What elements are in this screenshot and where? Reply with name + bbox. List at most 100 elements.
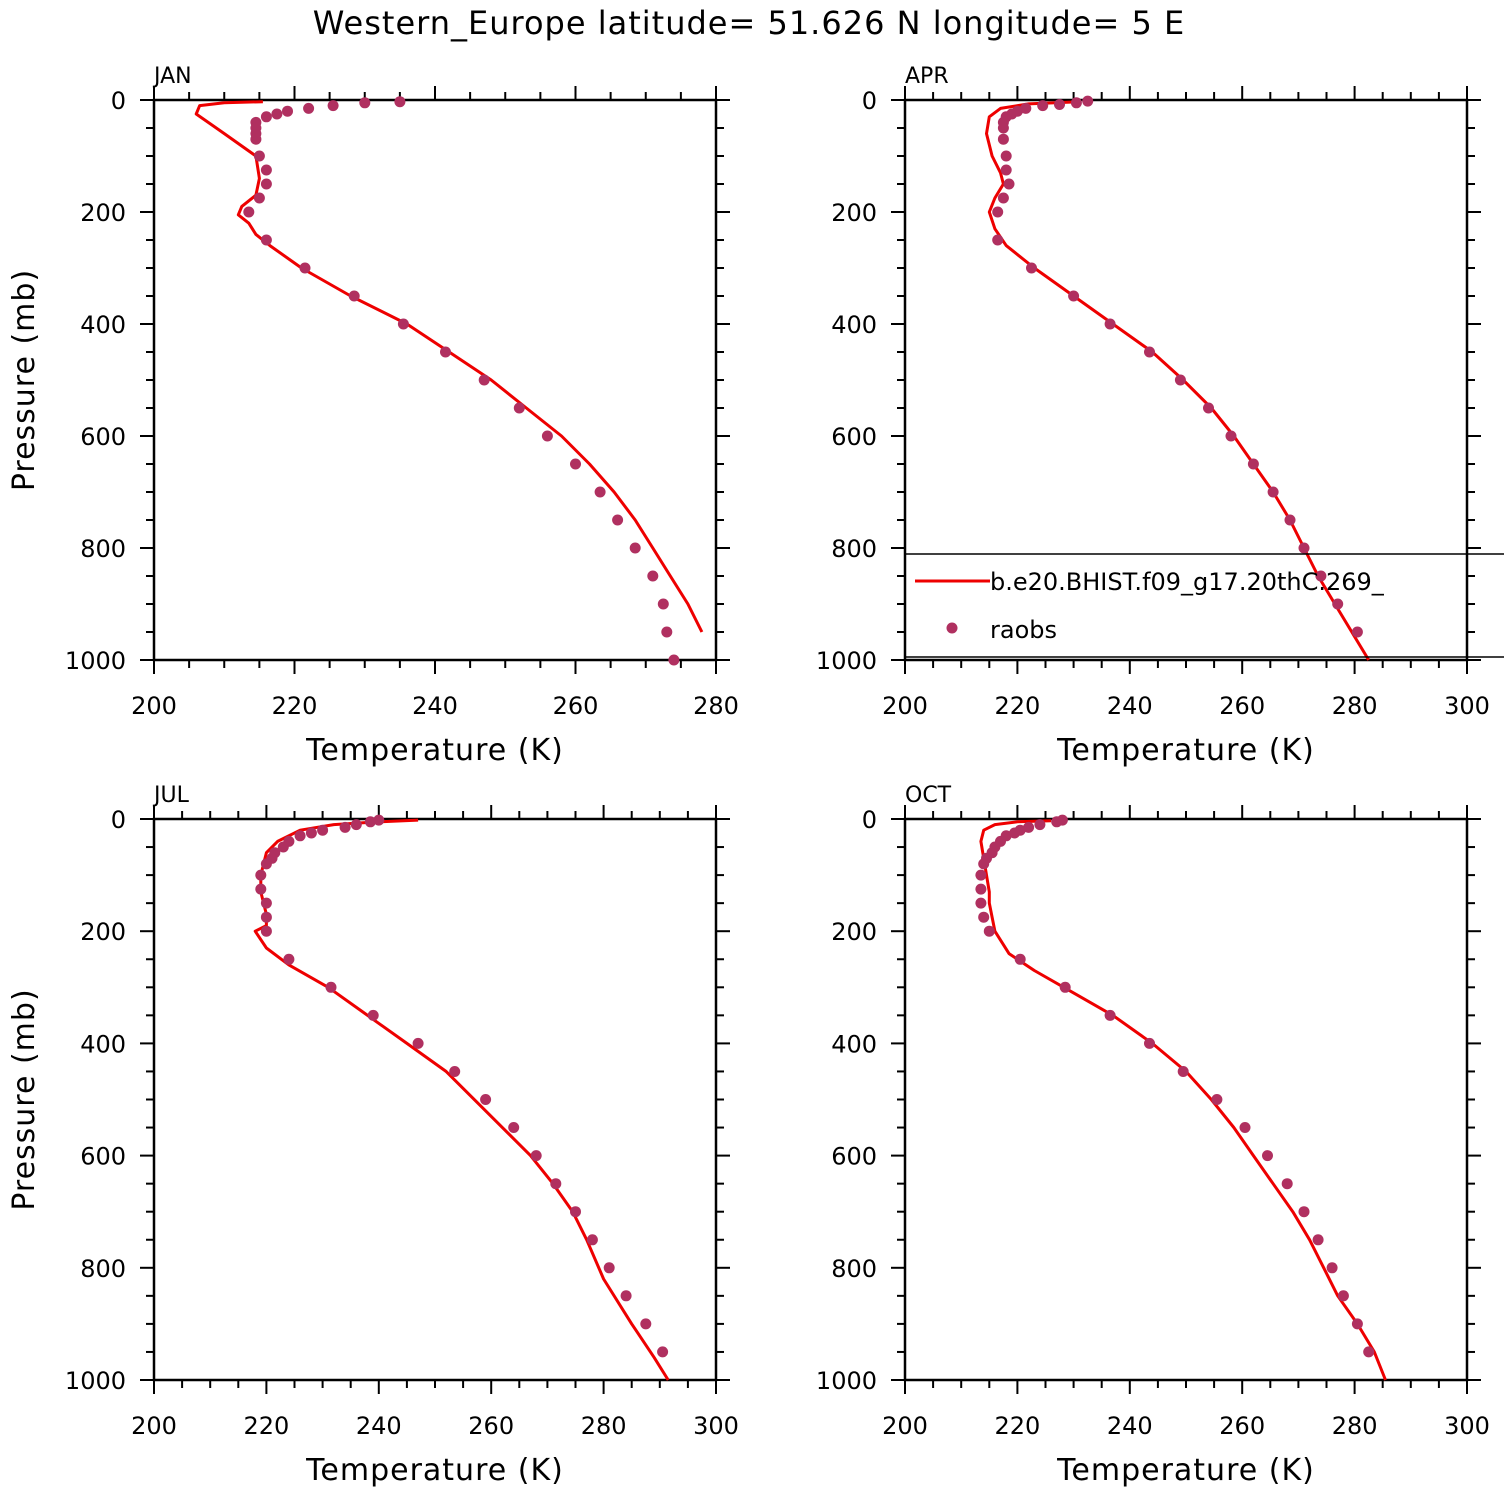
raobs-point — [260, 164, 272, 176]
panel-jul: 200 220 240 260 280 300 0 200 400 600 800 1000 Tempe… — [7, 783, 739, 1488]
raobs-point — [1203, 402, 1214, 414]
legend-obs-label: raobs — [990, 616, 1057, 644]
raobs-point — [1247, 458, 1259, 470]
raobs-point — [661, 626, 673, 638]
raobs-point — [1037, 100, 1049, 112]
raobs-point — [1082, 95, 1094, 107]
raobs-point — [367, 1009, 379, 1021]
raobs-point — [1312, 1234, 1324, 1246]
raobs-point — [1262, 1150, 1273, 1162]
raobs-point — [1332, 598, 1344, 610]
raobs-point — [277, 841, 289, 853]
raobs-point — [640, 1318, 652, 1330]
raobs-point — [327, 100, 339, 112]
x-tick-label: 260 — [1219, 692, 1265, 720]
raobs-point — [325, 981, 337, 993]
raobs-point — [1225, 430, 1237, 442]
y-tick-label: 200 — [80, 918, 126, 946]
legend: b.e20.BHIST.f09_g17.20thC.269_raobs — [905, 553, 1504, 658]
y-tick-label: 1000 — [65, 1367, 126, 1395]
x-tick-label: 220 — [243, 1412, 289, 1440]
y-tick-label: 0 — [111, 87, 126, 115]
raobs-point — [1281, 1178, 1293, 1190]
raobs-point — [255, 869, 267, 881]
raobs-point — [271, 108, 283, 120]
x-tick-label: 260 — [468, 1412, 514, 1440]
raobs-point — [1051, 816, 1063, 828]
raobs-point — [412, 1037, 424, 1049]
y-axis-label: Pressure (mb) — [7, 269, 42, 491]
x-tick-label: 240 — [356, 1412, 402, 1440]
panels: 200 220 240 260 280 0 200 400 600 800 1000 Temperat… — [7, 64, 1504, 1488]
raobs-point — [339, 821, 351, 833]
figure-title: Western_Europe latitude= 51.626 N longit… — [313, 4, 1185, 42]
raobs-point — [1000, 164, 1012, 176]
x-tick-label: 260 — [553, 692, 599, 720]
x-tick-label: 200 — [882, 692, 928, 720]
x-tick-label: 260 — [1219, 1412, 1265, 1440]
raobs-point — [1023, 821, 1035, 833]
x-tick-label: 280 — [581, 1412, 627, 1440]
x-tick-label: 240 — [412, 692, 458, 720]
raobs-point — [975, 897, 987, 909]
raobs-point — [1351, 1318, 1363, 1330]
y-tick-label: 800 — [80, 535, 126, 563]
raobs-point — [1239, 1122, 1251, 1133]
raobs-point — [440, 346, 451, 358]
raobs-point — [1104, 318, 1116, 330]
x-tick-label: 200 — [882, 1412, 928, 1440]
y-tick-label: 1000 — [816, 647, 877, 675]
raobs-point — [480, 1094, 492, 1105]
raobs-point — [1014, 953, 1026, 965]
raobs-point — [603, 1262, 615, 1274]
raobs-point — [508, 1122, 520, 1133]
x-tick-label: 240 — [1107, 692, 1153, 720]
raobs-point — [1177, 1066, 1189, 1077]
raobs-point — [294, 830, 306, 842]
y-tick-label: 400 — [831, 1030, 877, 1058]
raobs-point — [260, 897, 272, 909]
raobs-point — [541, 430, 553, 442]
x-tick-label: 220 — [994, 1412, 1040, 1440]
raobs-point — [250, 133, 262, 145]
raobs-point — [570, 458, 581, 470]
raobs-point — [1009, 827, 1021, 839]
raobs-point — [478, 374, 490, 386]
x-tick-label: 280 — [693, 692, 739, 720]
raobs-point — [1284, 514, 1296, 526]
raobs-point — [1104, 1009, 1116, 1021]
raobs-point — [260, 178, 272, 190]
panel-oct: 200 220 240 260 280 300 0 200 400 600 800 1000 Tempe… — [816, 783, 1490, 1488]
raobs-point — [253, 192, 265, 204]
raobs-point — [978, 858, 990, 870]
raobs-point — [1298, 542, 1310, 554]
raobs-point — [1211, 1094, 1223, 1105]
raobs-point — [1034, 819, 1046, 831]
raobs-point — [317, 824, 329, 836]
x-axis-label: Temperature (K) — [1056, 733, 1315, 768]
raobs-point — [513, 402, 525, 414]
y-tick-label: 200 — [831, 199, 877, 227]
y-tick-label: 600 — [80, 423, 126, 451]
panel-apr: 200 220 240 260 280 300 0 200 400 600 800 1000 Tempe… — [816, 64, 1504, 768]
raobs-point — [305, 827, 317, 839]
raobs-point — [303, 102, 315, 114]
raobs-point — [260, 234, 272, 246]
raobs-point — [350, 819, 362, 831]
x-tick-label: 280 — [1332, 1412, 1378, 1440]
legend-model-label: b.e20.BHIST.f09_g17.20thC.269_ — [990, 568, 1385, 596]
raobs-point — [1351, 626, 1363, 638]
raobs-point — [1059, 981, 1071, 993]
y-tick-label: 600 — [831, 423, 877, 451]
x-axis-label: Temperature (K) — [305, 733, 564, 768]
raobs-point — [1267, 486, 1279, 498]
x-tick-label: 300 — [693, 1412, 739, 1440]
raobs-point — [1174, 374, 1186, 386]
raobs-point — [983, 925, 995, 937]
raobs-point — [359, 97, 371, 109]
y-tick-label: 0 — [862, 806, 877, 834]
legend-obs-swatch — [946, 622, 958, 634]
raobs-point — [260, 925, 272, 937]
x-tick-label: 300 — [1444, 692, 1490, 720]
x-axis-label: Temperature (K) — [1056, 1453, 1315, 1488]
